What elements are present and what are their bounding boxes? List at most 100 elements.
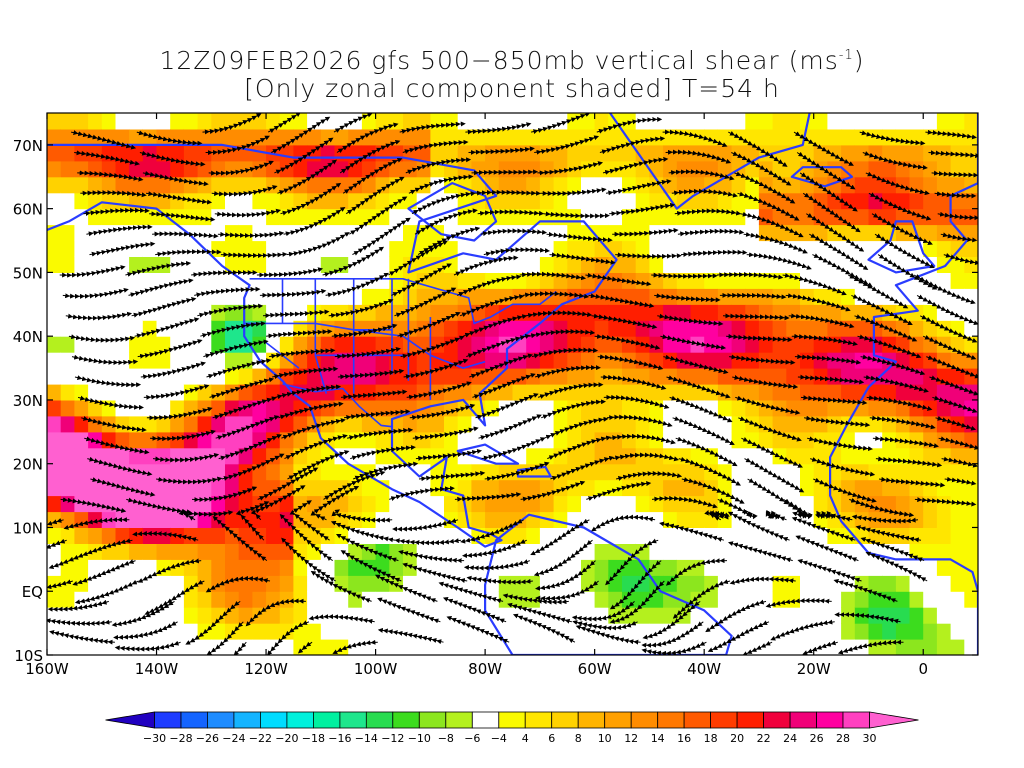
streamline: [541, 399, 606, 420]
lat-label: 10N: [13, 519, 43, 537]
colorbar-box: [816, 711, 844, 729]
colorbar-box: [498, 711, 526, 729]
streamline: [549, 252, 616, 265]
streamline: [605, 538, 659, 586]
colorbar-box: [392, 711, 420, 729]
streamline: [460, 518, 524, 544]
streamline: [308, 614, 375, 624]
streamline: [156, 476, 223, 485]
streamline: [705, 599, 767, 633]
streamline: [668, 169, 735, 181]
colorbar-box: [604, 711, 632, 729]
colorbar-box: [445, 711, 473, 729]
streamline: [862, 151, 928, 170]
streamline: [145, 191, 213, 205]
streamline: [585, 272, 652, 287]
streamline: [65, 311, 133, 321]
streamline: [851, 514, 919, 524]
colorbar-label: 30: [863, 732, 877, 745]
streamline: [863, 374, 929, 393]
colorbar-box: [710, 711, 738, 729]
streamline: [543, 211, 610, 219]
streamline: [149, 429, 216, 442]
streamline: [350, 445, 416, 461]
streamline: [657, 313, 724, 327]
streamline: [729, 354, 796, 365]
streamline: [833, 579, 898, 603]
streamline: [465, 122, 532, 135]
streamline: [537, 382, 604, 399]
streamline: [328, 298, 394, 318]
streamline: [855, 525, 922, 543]
colorbar-label: 14: [651, 732, 665, 745]
streamline: [83, 207, 150, 216]
colorbar-box: [312, 711, 341, 729]
colorbar-label: −24: [222, 732, 245, 745]
streamline: [266, 329, 333, 339]
colorbar-box: [842, 711, 870, 729]
streamline: [149, 211, 216, 222]
colorbar-label: −20: [275, 732, 298, 745]
streamline: [353, 461, 419, 481]
streamline: [677, 228, 745, 237]
streamline: [480, 228, 548, 237]
colorbar-label: 12: [624, 732, 638, 745]
streamline: [600, 374, 667, 390]
streamline: [586, 481, 652, 501]
streamline: [550, 455, 615, 481]
streamline-layer: [47, 113, 978, 655]
streamline: [286, 232, 350, 257]
streamline: [615, 470, 683, 481]
streamline: [537, 161, 604, 176]
streamline: [134, 317, 200, 339]
streamline: [609, 433, 676, 445]
streamline: [144, 579, 205, 615]
lat-label: 30N: [13, 392, 43, 410]
streamline: [849, 497, 915, 518]
streamline: [125, 260, 192, 277]
streamline: [438, 581, 504, 604]
streamline: [81, 416, 147, 433]
streamline: [925, 129, 977, 140]
colorbar-arrow-high: [869, 711, 919, 729]
streamline: [203, 339, 269, 359]
streamline: [483, 247, 550, 257]
streamline: [869, 415, 936, 430]
streamline: [794, 354, 862, 365]
colorbar-label: −18: [302, 732, 325, 745]
streamline: [726, 333, 793, 343]
streamline: [84, 436, 150, 455]
streamline: [71, 354, 139, 366]
streamline: [462, 539, 527, 559]
streamline: [669, 395, 733, 423]
streamline: [405, 157, 472, 175]
streamline: [214, 208, 282, 218]
streamline: [793, 131, 854, 166]
colorbar-box: [657, 711, 685, 729]
streamline: [412, 426, 479, 441]
streamline: [74, 150, 140, 166]
streamline: [931, 170, 978, 178]
colorbar-label: −12: [381, 732, 404, 745]
streamline: [74, 375, 142, 388]
streamline: [191, 269, 258, 278]
lon-label: 160W: [25, 660, 69, 678]
colorbar-box: [365, 711, 394, 729]
streamline: [408, 174, 474, 195]
streamline: [935, 415, 977, 431]
streamline: [87, 456, 153, 477]
streamline: [202, 113, 262, 135]
streamline: [275, 384, 342, 400]
colorbar-label: 24: [783, 732, 797, 745]
streamline: [481, 437, 546, 461]
streamline: [797, 374, 865, 385]
streamline: [191, 486, 258, 503]
streamline: [530, 113, 591, 135]
streamline: [471, 169, 539, 176]
streamline: [63, 517, 130, 530]
streamline: [272, 366, 339, 379]
streamline: [834, 612, 901, 624]
streamline: [113, 621, 178, 640]
streamline: [346, 427, 414, 441]
colorbar-box: [736, 711, 764, 729]
